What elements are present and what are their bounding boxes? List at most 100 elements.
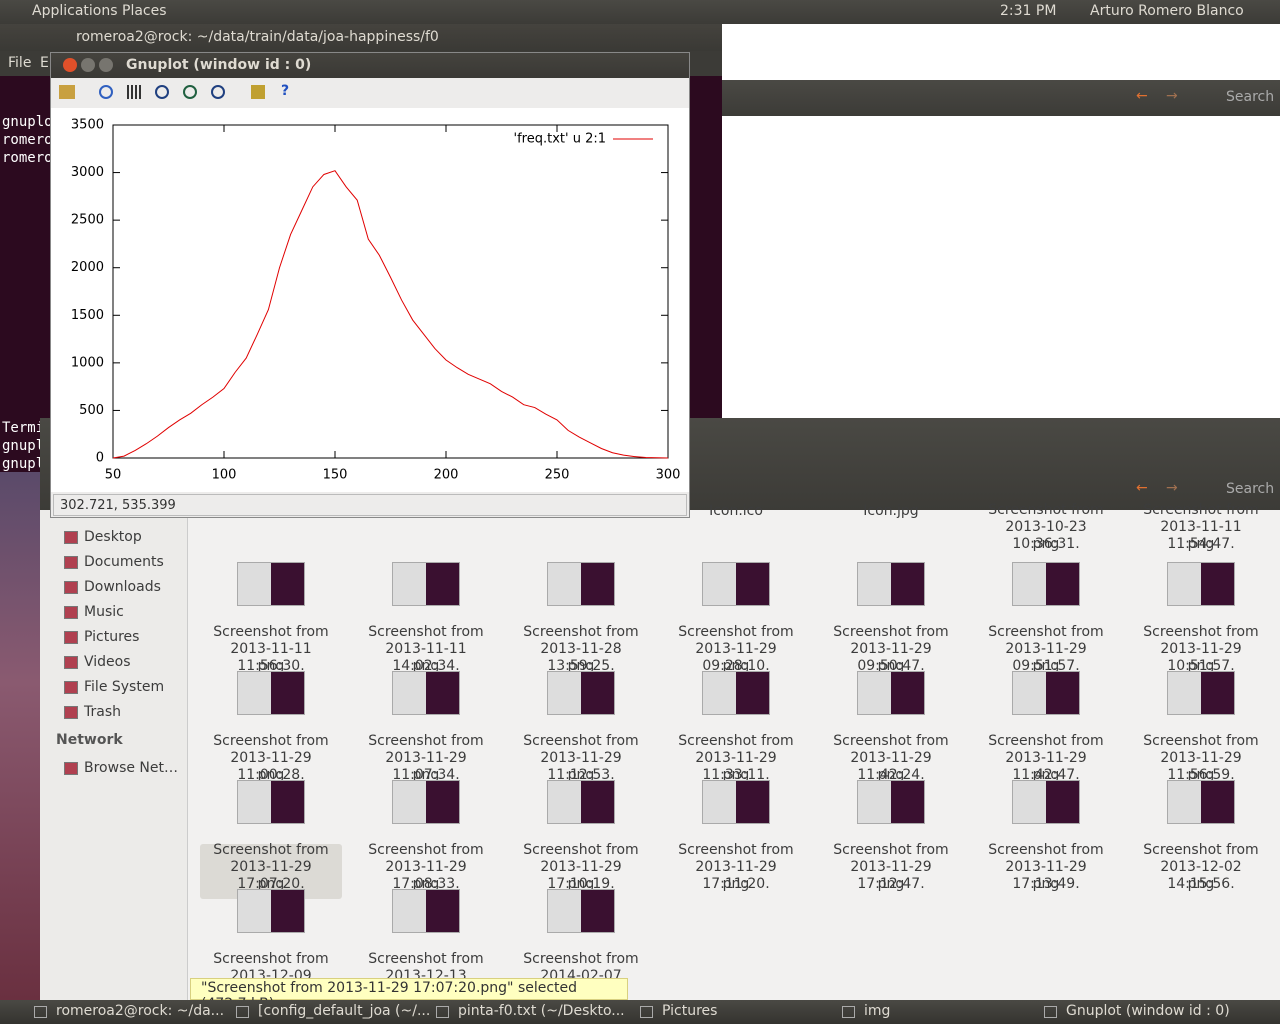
file-item[interactable]: Icon.ico xyxy=(661,503,811,520)
file-label: png xyxy=(722,767,750,783)
task-button[interactable]: Pictures xyxy=(662,1003,718,1019)
file-item[interactable]: Screenshot from 2013-11-29 17:10:19. png xyxy=(510,778,652,892)
file-item[interactable]: Screenshot from 2013-10-23 10:36:31. png xyxy=(971,502,1121,553)
task-button[interactable]: img xyxy=(864,1003,891,1019)
close-button[interactable] xyxy=(63,58,77,72)
file-item[interactable]: Screenshot from 2013-11-29 11:33:11. png xyxy=(665,669,807,783)
y-tick-label: 1000 xyxy=(71,355,104,370)
search-button[interactable]: Search xyxy=(1226,481,1275,497)
file-item[interactable]: Screenshot from 2013-11-29 11:07:34. png xyxy=(355,669,497,783)
back-button[interactable]: ← xyxy=(1136,480,1148,496)
thumbnail xyxy=(702,780,770,824)
file-label: Screenshot from xyxy=(833,624,949,640)
place-item[interactable]: Trash xyxy=(84,704,121,720)
place-item[interactable]: File System xyxy=(84,679,165,695)
forward-button[interactable]: → xyxy=(1166,88,1178,104)
place-item[interactable]: Videos xyxy=(84,654,131,670)
file-item[interactable]: Screenshot from 2013-11-29 11:56:59. png xyxy=(1130,669,1272,783)
menu[interactable]: File xyxy=(8,55,32,71)
file-label: 2013-11-29 11:07:34. xyxy=(385,750,467,783)
file-label: png xyxy=(1032,876,1060,892)
file-label: png xyxy=(1032,767,1060,783)
file-item[interactable]: Screenshot from 2013-12-02 14:15:56. png xyxy=(1130,778,1272,892)
replot-button[interactable] xyxy=(99,85,113,99)
file-item[interactable]: Screenshot from 2013-11-29 11:42:24. png xyxy=(820,669,962,783)
user-menu[interactable]: Arturo Romero Blanco xyxy=(1090,3,1244,19)
thumbnail xyxy=(1012,671,1080,715)
task-button[interactable]: pinta-f0.txt (~/Deskto... xyxy=(458,1003,625,1019)
zoom-prev-button[interactable] xyxy=(155,85,169,99)
file-item[interactable]: Screenshot from 2013-11-29 11:42:47. png xyxy=(975,669,1117,783)
file-label: Screenshot from xyxy=(833,733,949,749)
file-item[interactable]: Screenshot from 2013-11-29 17:07:20. png xyxy=(200,778,342,899)
search-button[interactable]: Search xyxy=(1226,89,1275,105)
clock[interactable]: 2:31 PM xyxy=(1000,3,1057,19)
sidebar: Desktop Documents Downloads Music Pictures Vi… xyxy=(40,510,188,1000)
settings-button[interactable] xyxy=(251,85,265,99)
file-item[interactable]: Screenshot from 2013-11-29 17:12:47. png xyxy=(820,778,962,892)
file-label: Screenshot from xyxy=(1143,502,1259,518)
file-item[interactable]: Screenshot from 2013-11-29 09:50:47. png xyxy=(820,560,962,674)
copy-button[interactable] xyxy=(59,85,75,99)
back-button[interactable]: ← xyxy=(1136,88,1148,104)
file-item[interactable]: Screenshot from 2013-11-29 09:28:10. png xyxy=(665,560,807,674)
file-item[interactable]: Screenshot from 2013-11-11 11:54:47. png xyxy=(1126,502,1276,553)
file-item[interactable]: Screenshot from 2013-11-29 17:11:20. png xyxy=(665,778,807,892)
task-icon xyxy=(236,1006,249,1018)
file-label: Screenshot from xyxy=(213,951,329,967)
file-label: png xyxy=(412,767,440,783)
file-label: Screenshot from xyxy=(988,842,1104,858)
file-item[interactable]: Screenshot from 2013-11-29 09:51:57. png xyxy=(975,560,1117,674)
file-label: Screenshot from xyxy=(678,733,794,749)
task-button[interactable]: Gnuplot (window id : 0) xyxy=(1066,1003,1230,1019)
help-button[interactable]: ? xyxy=(281,83,290,99)
file-item[interactable]: Screenshot from 2013-11-11 14:02:34. png xyxy=(355,560,497,674)
zoom-next-button[interactable] xyxy=(183,85,197,99)
place-item[interactable]: Pictures xyxy=(84,629,140,645)
task-button[interactable]: romeroa2@rock: ~/da... xyxy=(56,1003,225,1019)
x-tick-label: 200 xyxy=(434,468,459,483)
menu[interactable]: Applications xyxy=(32,3,118,19)
place-item[interactable]: Browse Net… xyxy=(84,760,179,776)
file-item[interactable]: Screenshot from 2013-11-28 13:59:25. png xyxy=(510,560,652,674)
grid-button[interactable] xyxy=(127,85,141,99)
file-item[interactable]: Screenshot from 2013-11-29 11:12:53. png xyxy=(510,669,652,783)
place-item[interactable]: Desktop xyxy=(84,529,142,545)
thumbnail xyxy=(392,889,460,933)
place-item[interactable]: Music xyxy=(84,604,124,620)
task-button[interactable]: [config_default_joa (~/... xyxy=(258,1003,431,1019)
file-item[interactable]: Screenshot from 2013-11-29 11:00:28. png xyxy=(200,669,342,783)
file-item[interactable]: Screenshot from 2013-11-29 17:08:33. png xyxy=(355,778,497,892)
file-label: png xyxy=(412,876,440,892)
forward-button[interactable]: → xyxy=(1166,480,1178,496)
x-tick-label: 250 xyxy=(545,468,570,483)
file-label: 2013-10-23 10:36:31. xyxy=(1005,519,1087,552)
place-item[interactable]: Documents xyxy=(84,554,164,570)
autoscale-button[interactable] xyxy=(211,85,225,99)
task-icon xyxy=(640,1006,653,1018)
file-item[interactable]: Screenshot from 2013-11-29 17:13:49. png xyxy=(975,778,1117,892)
file-label: Screenshot from xyxy=(523,624,639,640)
y-tick-label: 3500 xyxy=(71,118,104,133)
place-icon xyxy=(64,606,78,619)
file-label: png xyxy=(567,767,595,783)
menu[interactable]: Places xyxy=(122,3,167,19)
place-item[interactable]: Downloads xyxy=(84,579,161,595)
file-label: 2013-11-29 11:42:47. xyxy=(1005,750,1087,783)
minimize-button[interactable] xyxy=(81,58,95,72)
maximize-button[interactable] xyxy=(99,58,113,72)
file-item[interactable]: Icon.jpg xyxy=(816,503,966,520)
thumbnail xyxy=(702,562,770,606)
thumbnail xyxy=(237,671,305,715)
menu[interactable]: E xyxy=(40,55,49,71)
file-label: Screenshot from xyxy=(1143,842,1259,858)
place-icon xyxy=(64,656,78,669)
data-line xyxy=(112,170,669,459)
thumbnail xyxy=(1167,671,1235,715)
file-item[interactable]: Screenshot from 2013-11-29 10:51:57. png xyxy=(1130,560,1272,674)
file-item[interactable]: Screenshot from 2013-11-11 11:56:30. png xyxy=(200,560,342,674)
file-label: Screenshot from xyxy=(368,951,484,967)
